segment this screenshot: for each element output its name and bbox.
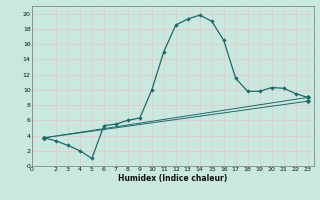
X-axis label: Humidex (Indice chaleur): Humidex (Indice chaleur) [118, 174, 228, 183]
